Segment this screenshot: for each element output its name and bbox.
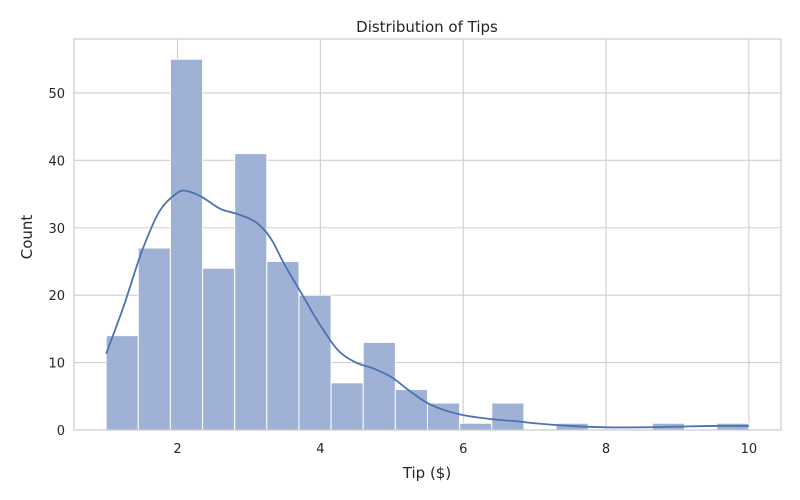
kde-line <box>105 189 749 429</box>
y-axis-label: Count <box>18 215 36 260</box>
histogram-bar <box>137 247 171 431</box>
histogram-bar <box>266 260 300 431</box>
chart-title: Distribution of Tips <box>356 18 498 36</box>
histogram-bar <box>427 402 461 431</box>
histogram-bar <box>491 402 525 431</box>
bar-layer <box>105 58 750 431</box>
y-tick-label: 10 <box>48 357 65 372</box>
x-tick-label: 4 <box>316 442 324 457</box>
y-tick-label: 30 <box>48 222 65 237</box>
x-tick-label: 6 <box>459 442 467 457</box>
axes-frame <box>73 38 782 431</box>
plot-frame <box>73 38 782 431</box>
histogram-bar <box>459 422 493 431</box>
y-tick-label: 50 <box>48 87 65 102</box>
histogram-bar <box>202 267 236 431</box>
y-tick-label: 40 <box>48 154 65 169</box>
x-tick-label: 2 <box>173 442 181 457</box>
histogram-bar <box>169 58 204 431</box>
kde-layer <box>105 189 749 429</box>
y-tick-label: 20 <box>48 289 65 304</box>
y-tick-label: 0 <box>57 424 65 439</box>
histogram-bar <box>394 389 429 431</box>
histogram-bar <box>330 382 364 431</box>
tick-label-layer: 2 4 6 8 10 0 10 20 30 40 50 <box>48 87 757 457</box>
histogram-bar <box>234 153 268 431</box>
x-axis-label: Tip ($) <box>402 464 451 482</box>
histogram-bar <box>362 341 396 431</box>
x-tick-label: 10 <box>741 442 758 457</box>
histogram-bar <box>105 335 139 431</box>
x-tick-label: 8 <box>602 442 610 457</box>
